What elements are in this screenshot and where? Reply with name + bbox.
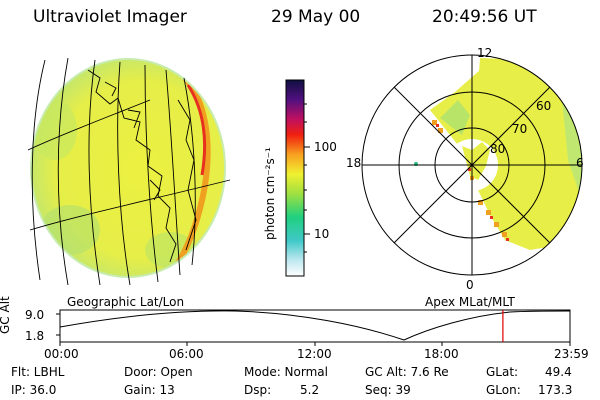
instrument-title: Ultraviolet Imager <box>33 7 187 27</box>
timeline-ytick-9: 9.0 <box>25 308 45 322</box>
status-glon-label: GLon: <box>486 383 521 397</box>
colorbar-tick-100: 100 <box>314 140 337 154</box>
timeline-xtick-1800: 18:00 <box>424 347 459 361</box>
status-dsp-label: Dsp: <box>244 383 272 397</box>
status-glat-value: 49.4 <box>545 365 572 379</box>
status-door: Door: Open <box>124 365 193 379</box>
status-flt: Flt: LBHL <box>11 365 65 379</box>
mlat-label-70: 70 <box>512 122 528 136</box>
status-gc-alt: GC Alt: 7.6 Re <box>365 365 449 379</box>
mlat-label-60: 60 <box>536 99 552 113</box>
altitude-timeline <box>56 309 571 346</box>
timeline-xtick-2359: 23:59 <box>554 347 589 361</box>
status-seq: Seq: 39 <box>365 383 411 397</box>
status-gain: Gain: 13 <box>124 383 175 397</box>
colorbar <box>285 79 310 277</box>
mlt-label-0: 0 <box>466 278 474 292</box>
colorbar-tick-10: 10 <box>314 227 330 241</box>
polar-caption: Apex MLat/MLT <box>425 295 515 309</box>
timeline-xtick-1200: 12:00 <box>297 347 332 361</box>
timeline-xtick-0600: 06:00 <box>169 347 204 361</box>
globe-caption: Geographic Lat/Lon <box>67 295 185 309</box>
timeline-ytick-1-8: 1.8 <box>25 329 45 343</box>
status-glat-label: GLat: <box>486 365 519 379</box>
mlat-label-80: 80 <box>490 142 506 156</box>
time-label: 20:49:56 UT <box>432 7 537 27</box>
date-label: 29 May 00 <box>271 7 361 27</box>
globe-image <box>27 57 231 286</box>
status-dsp-value: 5.2 <box>300 383 320 397</box>
status-ip: IP: 36.0 <box>11 383 57 397</box>
colorbar-unit-label: photon cm⁻²s⁻¹ <box>263 147 277 240</box>
timeline-ylabel: GC Alt <box>0 296 12 334</box>
status-glon-value: 173.3 <box>538 383 573 397</box>
mlt-label-12: 12 <box>477 46 493 60</box>
status-mode: Mode: Normal <box>244 365 328 379</box>
polar-plot <box>361 54 583 276</box>
altitude-curve <box>59 310 571 341</box>
timeline-xtick-0000: 00:00 <box>44 347 79 361</box>
mlt-label-18: 18 <box>346 156 362 170</box>
mlt-label-6: 6 <box>576 156 584 170</box>
